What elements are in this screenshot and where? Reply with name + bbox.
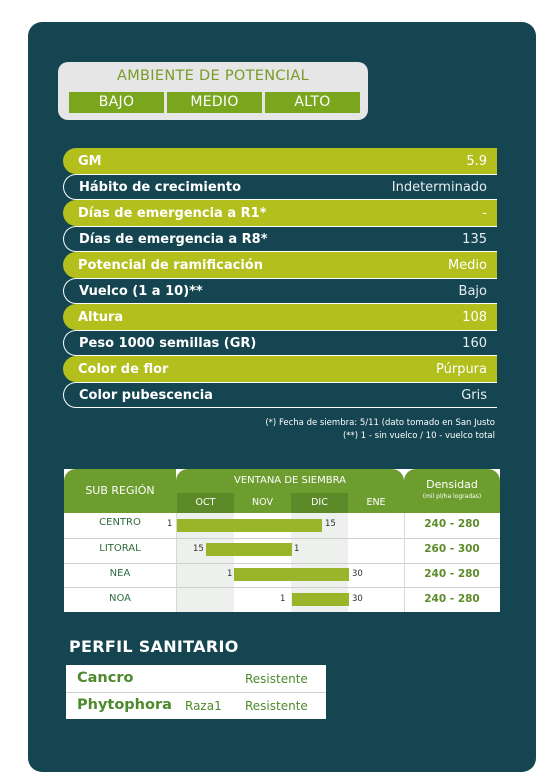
char-label: Hábito de crecimiento <box>79 179 242 195</box>
char-label: Altura <box>78 309 124 325</box>
char-label: Días de emergencia a R8* <box>79 231 268 247</box>
ventana-siembra-header: VENTANA DE SIEMBRA OCT NOV DIC ENE <box>176 469 404 513</box>
char-value: 160 <box>462 335 487 351</box>
char-value: Gris <box>461 387 487 403</box>
disease-name: Phytophora <box>77 697 172 713</box>
row-divider <box>64 538 500 539</box>
siembra-bar-nea <box>234 568 349 581</box>
char-value: Púrpura <box>436 361 487 377</box>
densidad-unit: (mil pl/ha logradas) <box>422 493 482 500</box>
column-divider <box>176 513 177 612</box>
char-row-emergencia-r8: Días de emergencia a R8* 135 <box>63 226 497 252</box>
month-oct: OCT <box>177 493 234 513</box>
region-centro: CENTRO <box>99 517 141 528</box>
perfil-sanitario-table: Cancro Resistente Phytophora Raza1 Resis… <box>66 665 326 719</box>
density-value: 240 - 280 <box>424 593 480 605</box>
char-value: - <box>482 205 487 221</box>
char-value: Medio <box>447 257 487 273</box>
char-row-altura: Altura 108 <box>63 304 497 330</box>
char-value: 135 <box>462 231 487 247</box>
char-row-habito: Hábito de crecimiento Indeterminado <box>63 174 497 200</box>
bar-end-label: 15 <box>325 519 336 529</box>
char-value: 5.9 <box>466 153 487 169</box>
char-row-gm: GM 5.9 <box>63 148 497 174</box>
siembra-bar-noa <box>292 593 349 606</box>
footnote-fecha-siembra: (*) Fecha de siembra: 5/11 (dato tomado … <box>265 418 495 428</box>
ambiente-medio-button[interactable]: MEDIO <box>167 92 262 113</box>
region-litoral: LITORAL <box>99 543 141 554</box>
disease-extra: Raza1 <box>185 699 222 713</box>
row-divider <box>64 587 500 588</box>
siembra-bar-centro <box>177 519 322 532</box>
footnote-vuelco: (**) 1 - sin vuelco / 10 - vuelco total <box>342 431 495 441</box>
region-nea: NEA <box>109 568 131 579</box>
disease-resistance: Resistente <box>245 699 308 713</box>
bar-end-label: 30 <box>352 569 363 579</box>
month-ene: ENE <box>366 497 386 508</box>
ventana-siembra-table: SUB REGIÓN VENTANA DE SIEMBRA OCT NOV DI… <box>64 469 500 612</box>
char-label: Color pubescencia <box>79 387 213 403</box>
char-label: Peso 1000 semillas (GR) <box>79 335 257 351</box>
char-value: Bajo <box>458 283 487 299</box>
perfil-sanitario-title: PERFIL SANITARIO <box>69 637 239 656</box>
perfil-row-cancro: Cancro Resistente <box>66 665 326 692</box>
bar-start-label: 1 <box>227 569 233 579</box>
char-row-color-pubescencia: Color pubescencia Gris <box>63 382 497 408</box>
char-label: Color de flor <box>78 361 169 377</box>
siembra-bar-litoral <box>206 543 292 556</box>
bar-start-label: 15 <box>193 544 204 554</box>
char-label: GM <box>78 153 102 169</box>
ambiente-bajo-button[interactable]: BAJO <box>69 92 164 113</box>
ambiente-alto-button[interactable]: ALTO <box>265 92 360 113</box>
char-value: Indeterminado <box>391 179 487 195</box>
char-row-emergencia-r1: Días de emergencia a R1* - <box>63 200 497 226</box>
month-nov: NOV <box>252 497 273 508</box>
bar-start-label: 1 <box>280 594 286 604</box>
region-noa: NOA <box>108 593 132 604</box>
sub-region-header: SUB REGIÓN <box>64 469 176 513</box>
bar-start-label: 1 <box>167 519 173 529</box>
density-value: 260 - 300 <box>424 543 480 555</box>
disease-resistance: Resistente <box>245 672 308 686</box>
char-row-ramificacion: Potencial de ramificación Medio <box>63 252 497 278</box>
column-divider <box>404 513 405 612</box>
char-row-color-flor: Color de flor Púrpura <box>63 356 497 382</box>
ambiente-title: AMBIENTE DE POTENCIAL <box>117 68 309 84</box>
char-row-vuelco: Vuelco (1 a 10)** Bajo <box>63 278 497 304</box>
perfil-row-phytophora: Phytophora Raza1 Resistente <box>66 692 326 719</box>
row-divider <box>64 563 500 564</box>
densidad-title: Densidad <box>426 478 478 491</box>
row-divider <box>66 692 326 693</box>
bar-end-label: 30 <box>352 594 363 604</box>
density-value: 240 - 280 <box>424 518 480 530</box>
ambiente-potencial-box: AMBIENTE DE POTENCIAL BAJO MEDIO ALTO <box>58 62 368 120</box>
char-value: 108 <box>462 309 487 325</box>
density-value: 240 - 280 <box>424 568 480 580</box>
char-label: Días de emergencia a R1* <box>78 205 267 221</box>
ventana-siembra-title: VENTANA DE SIEMBRA <box>234 475 346 486</box>
char-label: Potencial de ramificación <box>78 257 263 273</box>
disease-name: Cancro <box>77 670 134 686</box>
char-label: Vuelco (1 a 10)** <box>79 283 203 299</box>
month-dic: DIC <box>291 493 348 513</box>
char-row-peso-semillas: Peso 1000 semillas (GR) 160 <box>63 330 497 356</box>
densidad-header: Densidad (mil pl/ha logradas) <box>404 469 500 513</box>
bar-end-label: 1 <box>294 544 300 554</box>
